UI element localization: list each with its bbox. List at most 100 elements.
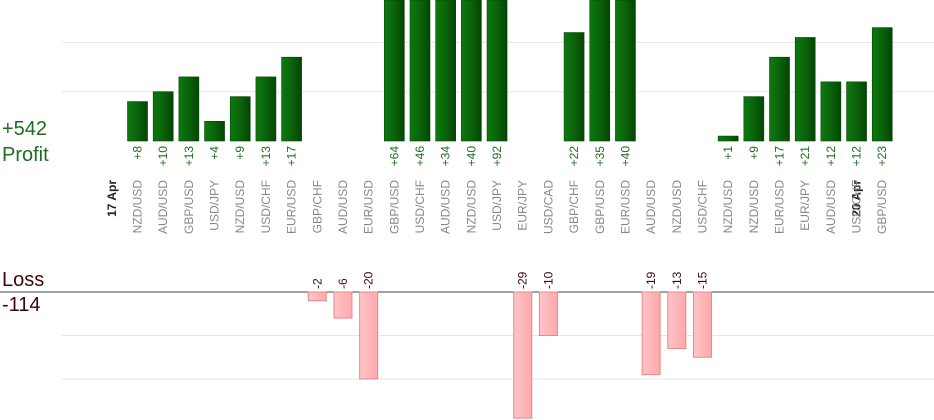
category-label: EUR/USD (362, 180, 376, 234)
value-label: +13 (259, 146, 273, 167)
category-label: NZD/USD (464, 180, 478, 234)
profit-bar (435, 0, 456, 142)
value-label: +46 (413, 146, 427, 167)
loss-bar (513, 291, 533, 419)
category-label: EUR/JPY (798, 180, 812, 231)
grid-lines (0, 41, 934, 380)
category-label: EUR/USD (773, 180, 787, 234)
loss-bar (359, 291, 379, 380)
value-label: +40 (464, 146, 478, 167)
category-label: NZD/USD (747, 180, 761, 234)
category-label: GBP/USD (387, 180, 401, 234)
category-label: EUR/JPY (516, 180, 530, 231)
value-label: +92 (490, 146, 504, 167)
loss-bar (667, 291, 687, 350)
profit-bar (589, 0, 611, 142)
loss-bar (641, 291, 661, 376)
value-label: +64 (387, 146, 401, 167)
labels: 17 Apr 20 Apr +8 NZD/USD +10 AUD/USD +13 GBP/US… (105, 146, 889, 289)
profit-bar (563, 32, 585, 142)
loss-bar (692, 291, 712, 358)
category-label: USD/CHF (850, 180, 864, 233)
value-label: +10 (156, 146, 170, 167)
value-label: +17 (773, 146, 787, 167)
value-label: -20 (362, 271, 376, 289)
profit-bar (615, 0, 636, 142)
profit-bar (820, 81, 842, 142)
profit-bar (229, 96, 251, 142)
profit-bar (846, 81, 867, 142)
value-label: +4 (208, 146, 222, 160)
profit-bar (204, 120, 225, 142)
profit-bar (127, 101, 148, 142)
bars (127, 0, 893, 419)
profit-bar (717, 135, 739, 142)
category-label: EUR/USD (285, 180, 299, 234)
date-marker: 20 Apr (850, 180, 864, 217)
category-label: GBP/USD (875, 180, 889, 234)
category-label: AUD/USD (824, 180, 838, 234)
value-label: +22 (567, 146, 581, 167)
value-label: +8 (131, 146, 145, 160)
profit-bar (281, 56, 302, 142)
category-label: GBP/CHF (310, 180, 324, 233)
category-label: AUD/USD (336, 180, 350, 234)
value-label: +9 (747, 146, 761, 160)
value-label: +12 (824, 146, 838, 167)
category-label: NZD/USD (670, 180, 684, 234)
loss-bar (538, 291, 558, 336)
profit-bar (461, 0, 482, 142)
loss-bar (333, 291, 353, 319)
profit-bar (486, 0, 508, 142)
category-label: AUD/USD (156, 180, 170, 234)
profit-bar (794, 37, 816, 142)
value-label: -10 (541, 271, 555, 289)
profit-label: Profit (2, 144, 49, 166)
category-label: AUD/USD (644, 180, 658, 234)
value-label: +23 (875, 146, 889, 167)
value-label: +17 (285, 146, 299, 167)
category-label: GBP/CHF (567, 180, 581, 233)
value-label: +9 (233, 146, 247, 160)
value-label: +1 (721, 146, 735, 160)
value-label: +13 (182, 146, 196, 167)
value-label: +35 (593, 146, 607, 167)
category-label: AUD/USD (439, 180, 453, 234)
category-label: NZD/USD (233, 180, 247, 234)
value-label: +21 (798, 146, 812, 167)
category-label: USD/JPY (208, 180, 222, 231)
loss-bar (307, 291, 327, 302)
value-label: +40 (618, 146, 632, 167)
value-label: -2 (310, 278, 324, 289)
value-label: -15 (695, 271, 709, 289)
category-label: USD/CHF (259, 180, 273, 233)
category-label: USD/JPY (490, 180, 504, 231)
category-label: NZD/USD (721, 180, 735, 234)
profit-bar (743, 96, 765, 142)
value-label: -19 (644, 271, 658, 289)
profit-bar (255, 76, 277, 142)
date-marker: 17 Apr (105, 180, 119, 217)
value-label: -6 (336, 278, 350, 289)
profit-bar (384, 0, 405, 142)
category-label: EUR/USD (618, 180, 632, 234)
value-label: +34 (439, 146, 453, 167)
profit-total: +542 (2, 118, 48, 140)
category-label: USD/CAD (541, 180, 555, 234)
loss-total: -114 (2, 294, 41, 316)
value-label: -29 (516, 271, 530, 289)
value-label: +12 (850, 146, 864, 167)
value-label: -13 (670, 271, 684, 289)
category-label: USD/CHF (413, 180, 427, 233)
category-label: GBP/USD (182, 180, 196, 234)
category-label: USD/CHF (695, 180, 709, 233)
profit-bar (152, 91, 174, 142)
profit-bar (769, 56, 790, 142)
loss-label: Loss (2, 269, 45, 291)
category-label: GBP/USD (593, 180, 607, 234)
profit-bar (871, 27, 893, 142)
category-label: NZD/USD (131, 180, 145, 234)
profit-bar (178, 76, 200, 142)
profit-bar (409, 0, 431, 142)
